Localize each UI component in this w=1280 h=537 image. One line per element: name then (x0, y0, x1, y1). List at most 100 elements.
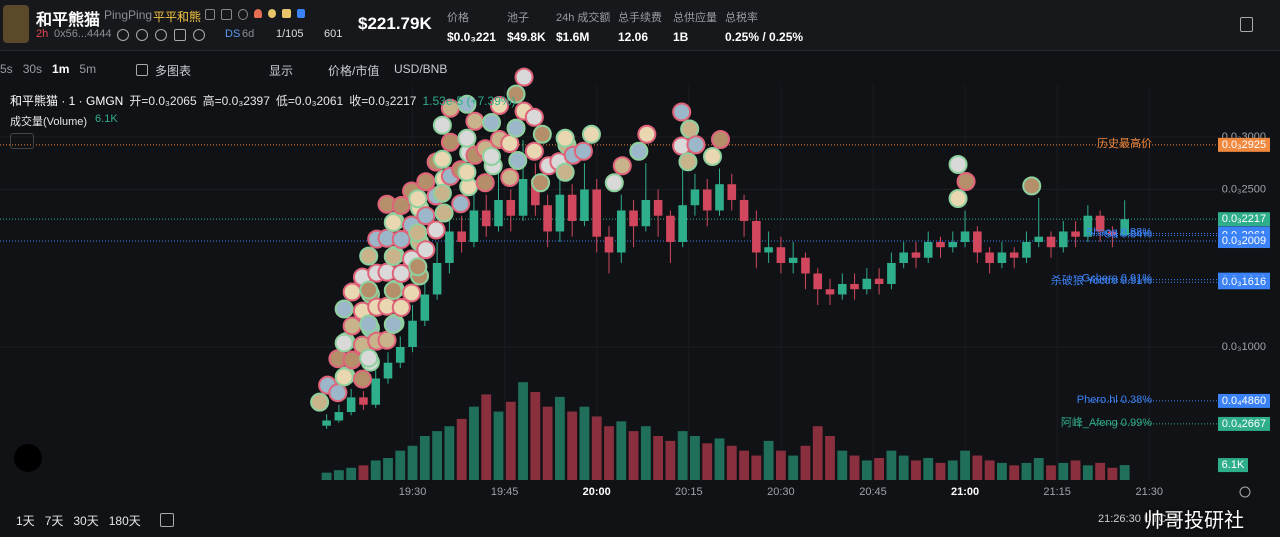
legend-row: 和平熊猫 · 1 · GMGN 开=0.0₃2065 高=0.0₃2397 低=… (10, 92, 516, 109)
candle-body (494, 199, 503, 227)
interval[interactable]: 5m (79, 62, 97, 76)
volume-bar (800, 445, 811, 480)
price-line-name: 阿峰_Afeng 0.99% (1061, 416, 1152, 429)
range[interactable]: 1天 (16, 514, 35, 528)
range[interactable]: 180天 (108, 514, 141, 528)
trade-avatar (416, 206, 436, 226)
candle-body (997, 252, 1007, 263)
trade-avatar (383, 212, 403, 232)
volume-bar (665, 440, 676, 480)
volume-bar (444, 426, 455, 480)
candle-body (788, 257, 798, 263)
candle-body (1046, 236, 1056, 248)
settings-icon[interactable] (1239, 486, 1251, 498)
trade-avatar (359, 314, 379, 334)
candle-body (715, 184, 724, 211)
trade-avatar (334, 367, 354, 387)
trade-avatar (334, 333, 354, 353)
icon[interactable] (237, 9, 248, 20)
icon[interactable] (174, 29, 186, 41)
candle-body (850, 283, 859, 290)
trade-avatar (711, 129, 731, 149)
candle-body (948, 241, 958, 248)
trade-avatar (506, 84, 526, 104)
interval[interactable]: 5s (0, 62, 13, 76)
ds-age: 6d (242, 28, 255, 40)
panel-toggle[interactable] (1240, 17, 1253, 32)
volume-bar (1107, 467, 1118, 480)
trade-avatar (426, 220, 446, 240)
trade-avatar (532, 124, 552, 144)
volume-bar (898, 455, 909, 480)
ohlc-high: 高=0.0₃2397 (202, 94, 270, 108)
tv-logo[interactable] (14, 444, 42, 472)
volume-bar (493, 411, 504, 480)
trade-avatar (391, 229, 411, 249)
icon[interactable] (221, 9, 232, 20)
candle-body (936, 241, 945, 248)
trade-avatar (328, 383, 348, 403)
candle-body (334, 412, 344, 421)
candle-body (506, 199, 516, 216)
icon[interactable] (136, 29, 148, 41)
price-tag (1218, 234, 1270, 249)
calendar-icon[interactable] (160, 513, 174, 527)
price-mcap-toggle[interactable]: 价格/市值 (328, 64, 380, 78)
icon (282, 9, 291, 18)
display-menu[interactable]: 显示 (269, 64, 294, 78)
x-tick-label: 20:45 (859, 486, 887, 498)
interval[interactable]: 30s (22, 62, 43, 76)
trade-avatar (359, 280, 379, 300)
volume-bar (861, 460, 872, 480)
icon[interactable] (193, 29, 205, 41)
candle-body (629, 210, 638, 227)
volume-bar (432, 431, 443, 480)
range[interactable]: 30天 (73, 514, 99, 528)
candle-body (469, 210, 479, 242)
checkbox[interactable] (136, 64, 148, 76)
volume-bar (972, 455, 983, 480)
collapse-button[interactable] (10, 133, 34, 149)
token-logo (3, 5, 29, 43)
ds-badge: DS (225, 28, 241, 40)
icon[interactable] (117, 29, 129, 41)
trade-avatar (678, 152, 698, 172)
trade-avatar (416, 172, 436, 192)
candle-body (457, 231, 466, 242)
candle-body (580, 189, 589, 221)
candle-body (813, 273, 823, 290)
volume-bar (542, 406, 553, 480)
address[interactable]: 0x56...4444 (54, 28, 112, 40)
icon[interactable] (155, 29, 167, 41)
volume-title: 成交量(Volume) (10, 116, 88, 128)
stat: 池子 $49.8K (507, 9, 546, 44)
price-tag (1218, 137, 1270, 152)
social-icons (117, 29, 205, 41)
candle-body (911, 252, 921, 258)
price-tag (1218, 212, 1270, 227)
trade-avatar (555, 162, 575, 182)
trade-avatar (506, 118, 526, 138)
interval[interactable]: 1m (52, 62, 70, 76)
candle-body (923, 241, 933, 258)
trade-avatar (531, 173, 551, 193)
trade-avatar (475, 173, 495, 193)
currency-toggle[interactable]: USD/BNB (394, 62, 448, 76)
trade-avatar (359, 246, 379, 266)
stat-label: 总手续费 (618, 12, 662, 24)
trade-avatar (612, 156, 632, 176)
volume-bar (358, 465, 369, 480)
candle-body (408, 320, 417, 347)
volume-legend: 成交量(Volume) 6.1K (10, 113, 118, 129)
candle-body (616, 210, 626, 253)
trade-avatar (629, 141, 649, 161)
multi-chart[interactable]: 多图表 (155, 64, 192, 78)
icon-row (205, 9, 305, 21)
volume-bar (604, 426, 614, 480)
candle-body (567, 194, 577, 221)
volume-bar (751, 455, 762, 480)
range[interactable]: 7天 (44, 514, 64, 528)
stat-label: 总税率 (725, 12, 758, 24)
icon[interactable] (205, 9, 216, 20)
trade-avatar (581, 124, 601, 144)
